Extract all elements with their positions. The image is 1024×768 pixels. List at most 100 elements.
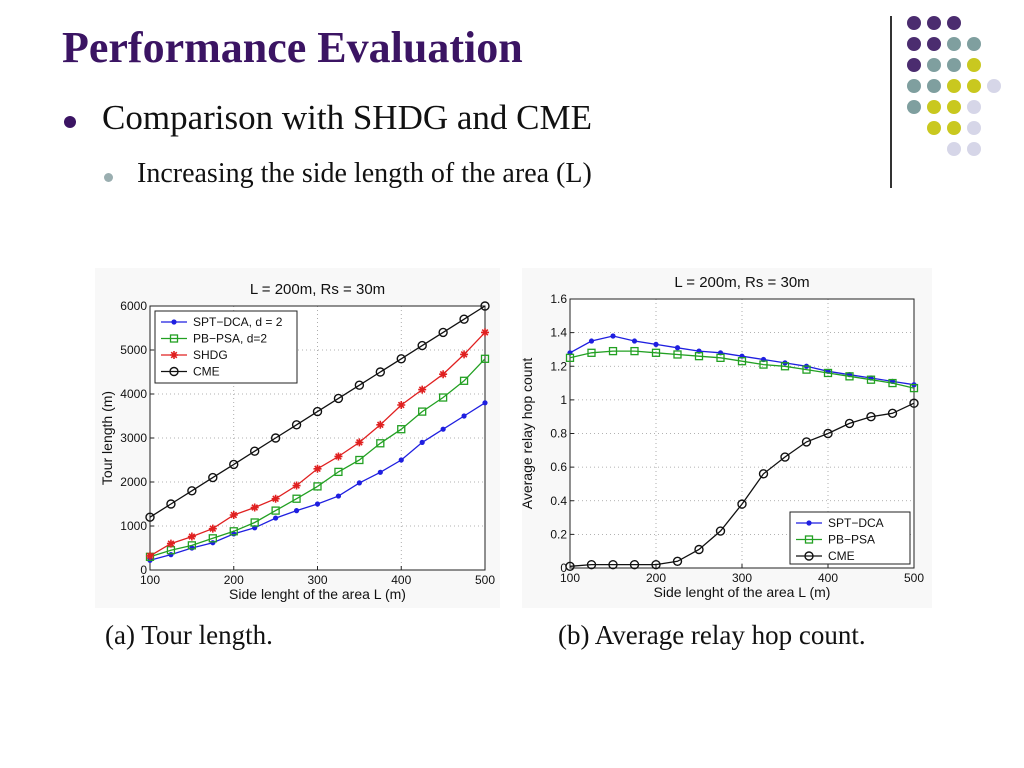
legend-marker <box>169 366 179 377</box>
x-tick-label: 300 <box>307 573 327 587</box>
data-point <box>334 452 343 461</box>
data-point <box>292 481 301 490</box>
chart-title: L = 200m, Rs = 30m <box>250 281 385 298</box>
data-point <box>419 439 425 445</box>
data-point <box>418 385 427 394</box>
divider-line <box>890 16 892 188</box>
y-tick-label: 0 <box>140 563 147 577</box>
data-point <box>673 350 682 359</box>
data-point <box>270 433 281 443</box>
data-point <box>250 503 259 512</box>
data-point <box>334 467 343 477</box>
decorative-dot-teal <box>907 100 921 114</box>
decorative-dot-yellow <box>947 121 961 135</box>
decorative-dot-lavender <box>947 142 961 156</box>
series-0 <box>567 333 917 388</box>
data-point <box>802 365 811 374</box>
legend-marker <box>171 319 177 325</box>
data-point <box>397 425 406 434</box>
y-tick-label: 6000 <box>120 299 147 313</box>
data-point <box>208 534 217 543</box>
y-tick-label: 0 <box>560 561 567 575</box>
y-tick-label: 0.2 <box>550 527 567 541</box>
data-point <box>439 370 448 379</box>
data-point <box>333 393 344 404</box>
sub-bullet-dot-icon <box>104 173 113 182</box>
data-point <box>844 418 855 429</box>
data-point <box>758 469 769 479</box>
bullet-text: Comparison with SHDG and CME <box>102 98 592 137</box>
decorative-dot-yellow <box>967 58 981 72</box>
data-point <box>480 354 490 363</box>
data-point <box>335 493 342 499</box>
data-point <box>376 420 385 429</box>
data-point <box>887 408 898 419</box>
data-point <box>229 459 239 470</box>
data-point <box>459 314 469 324</box>
legend-label: SPT−DCA, d = 2 <box>193 315 283 329</box>
decorative-dot-lavender <box>967 100 981 114</box>
caption-relay-hop-count: (b) Average relay hop count. <box>558 620 866 650</box>
data-point <box>375 367 386 377</box>
series-line <box>149 305 486 518</box>
decorative-dot-teal <box>947 58 961 72</box>
data-point <box>461 413 467 419</box>
data-point <box>481 328 489 337</box>
decorative-dot-yellow <box>967 79 981 93</box>
data-point <box>314 501 321 507</box>
y-tick-label: 0.6 <box>550 460 567 474</box>
data-point <box>418 407 427 416</box>
data-point <box>565 353 575 362</box>
series-2 <box>565 398 919 572</box>
slide-title: Performance Evaluation <box>62 23 523 72</box>
data-point <box>166 499 176 509</box>
bullet-dot-icon <box>64 116 76 128</box>
data-point <box>293 508 300 514</box>
legend-marker <box>170 351 178 359</box>
decorative-dot-purple <box>927 37 941 51</box>
legend-label: PB−PSA, d=2 <box>193 332 267 346</box>
data-point <box>271 506 280 515</box>
data-point <box>715 526 726 536</box>
y-tick-label: 0.4 <box>550 494 567 508</box>
data-point <box>355 455 364 465</box>
data-point <box>376 439 385 448</box>
data-point <box>888 378 897 388</box>
data-point <box>694 352 704 361</box>
decorative-dot-purple <box>927 16 941 30</box>
chart-average-relay-hop-count: 100 200 300 400 500 0 0.2 0.4 0.6 0.8 1 1.2 1.4 1.6 L … <box>522 268 932 608</box>
data-point <box>759 360 768 369</box>
decorative-dot-purple <box>907 58 921 72</box>
data-point <box>313 464 322 473</box>
data-point <box>586 559 597 570</box>
legend-marker <box>804 551 814 561</box>
x-axis-label: Side lenght of the area L (m) <box>229 586 406 602</box>
data-point <box>866 411 876 422</box>
data-point <box>482 400 488 406</box>
data-point <box>355 438 364 447</box>
data-point <box>651 559 661 570</box>
data-point <box>166 539 175 548</box>
data-point <box>396 354 406 364</box>
decorative-dot-yellow <box>927 121 941 135</box>
data-point <box>909 398 919 408</box>
series-2 <box>146 328 489 560</box>
data-point <box>780 362 790 371</box>
decorative-dot-teal <box>947 37 961 51</box>
y-tick-label: 3000 <box>120 431 147 445</box>
x-tick-label: 500 <box>475 573 495 587</box>
data-point <box>480 301 490 311</box>
series-line <box>569 350 915 389</box>
data-point <box>229 527 238 536</box>
legend-label: SHDG <box>193 348 228 362</box>
series-line <box>149 358 486 558</box>
decorative-dot-yellow <box>927 100 941 114</box>
x-axis-label: Side lenght of the area L (m) <box>654 584 831 600</box>
data-point <box>672 556 683 566</box>
data-point <box>271 494 280 503</box>
data-point <box>823 368 833 378</box>
data-point <box>440 426 446 432</box>
decorative-dot-purple <box>947 16 961 30</box>
data-point <box>608 346 618 356</box>
x-tick-label: 300 <box>732 571 752 585</box>
